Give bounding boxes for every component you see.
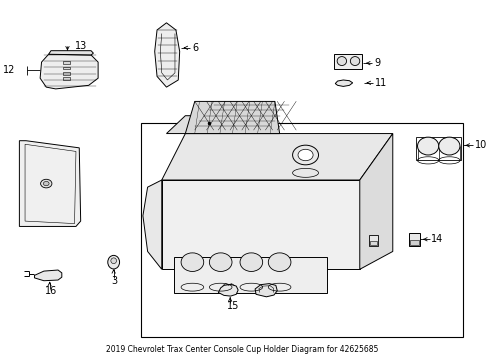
Polygon shape xyxy=(142,180,162,269)
Text: 8: 8 xyxy=(328,151,335,161)
Ellipse shape xyxy=(107,255,120,269)
Ellipse shape xyxy=(209,253,231,271)
Polygon shape xyxy=(162,180,359,269)
Text: 2019 Chevrolet Trax Center Console Cup Holder Diagram for 42625685: 2019 Chevrolet Trax Center Console Cup H… xyxy=(105,345,377,354)
Text: 2: 2 xyxy=(177,240,183,250)
Ellipse shape xyxy=(417,137,438,155)
Ellipse shape xyxy=(240,253,262,271)
Bar xyxy=(62,62,70,64)
Text: 6: 6 xyxy=(192,43,198,53)
Bar xyxy=(409,240,418,246)
Text: 15: 15 xyxy=(226,301,239,311)
Bar xyxy=(62,77,70,80)
Ellipse shape xyxy=(336,57,346,66)
Ellipse shape xyxy=(297,149,312,161)
Ellipse shape xyxy=(349,57,359,66)
Polygon shape xyxy=(173,257,326,293)
Circle shape xyxy=(43,181,49,186)
Text: 12: 12 xyxy=(3,65,16,75)
Ellipse shape xyxy=(438,137,459,155)
Ellipse shape xyxy=(268,253,290,271)
Polygon shape xyxy=(218,284,238,296)
Text: 1: 1 xyxy=(206,113,212,123)
Text: 9: 9 xyxy=(373,58,379,68)
Polygon shape xyxy=(255,284,277,297)
Bar xyxy=(62,67,70,69)
Polygon shape xyxy=(154,23,179,87)
Text: 11: 11 xyxy=(374,78,386,88)
Polygon shape xyxy=(185,102,279,134)
Text: 3: 3 xyxy=(111,276,117,286)
Polygon shape xyxy=(162,134,392,180)
Bar xyxy=(333,54,362,69)
Bar xyxy=(368,235,377,246)
Text: 5: 5 xyxy=(62,209,69,219)
Bar xyxy=(62,72,70,75)
Bar xyxy=(369,241,376,246)
Polygon shape xyxy=(335,80,352,86)
Polygon shape xyxy=(48,51,93,55)
Text: 16: 16 xyxy=(45,287,58,296)
Text: 4: 4 xyxy=(286,285,292,295)
Ellipse shape xyxy=(111,258,116,264)
Ellipse shape xyxy=(181,253,203,271)
Polygon shape xyxy=(20,141,81,226)
Text: 10: 10 xyxy=(474,140,486,150)
Polygon shape xyxy=(359,134,392,269)
Polygon shape xyxy=(34,270,61,281)
Text: 13: 13 xyxy=(74,41,86,51)
Ellipse shape xyxy=(292,145,318,165)
Bar xyxy=(408,233,419,246)
Text: 14: 14 xyxy=(430,234,443,244)
Text: 7: 7 xyxy=(317,276,323,286)
Circle shape xyxy=(41,179,52,188)
Polygon shape xyxy=(40,54,98,89)
Bar xyxy=(140,123,463,337)
Polygon shape xyxy=(166,116,279,134)
